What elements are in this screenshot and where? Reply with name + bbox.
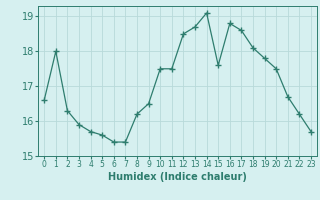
X-axis label: Humidex (Indice chaleur): Humidex (Indice chaleur)	[108, 172, 247, 182]
